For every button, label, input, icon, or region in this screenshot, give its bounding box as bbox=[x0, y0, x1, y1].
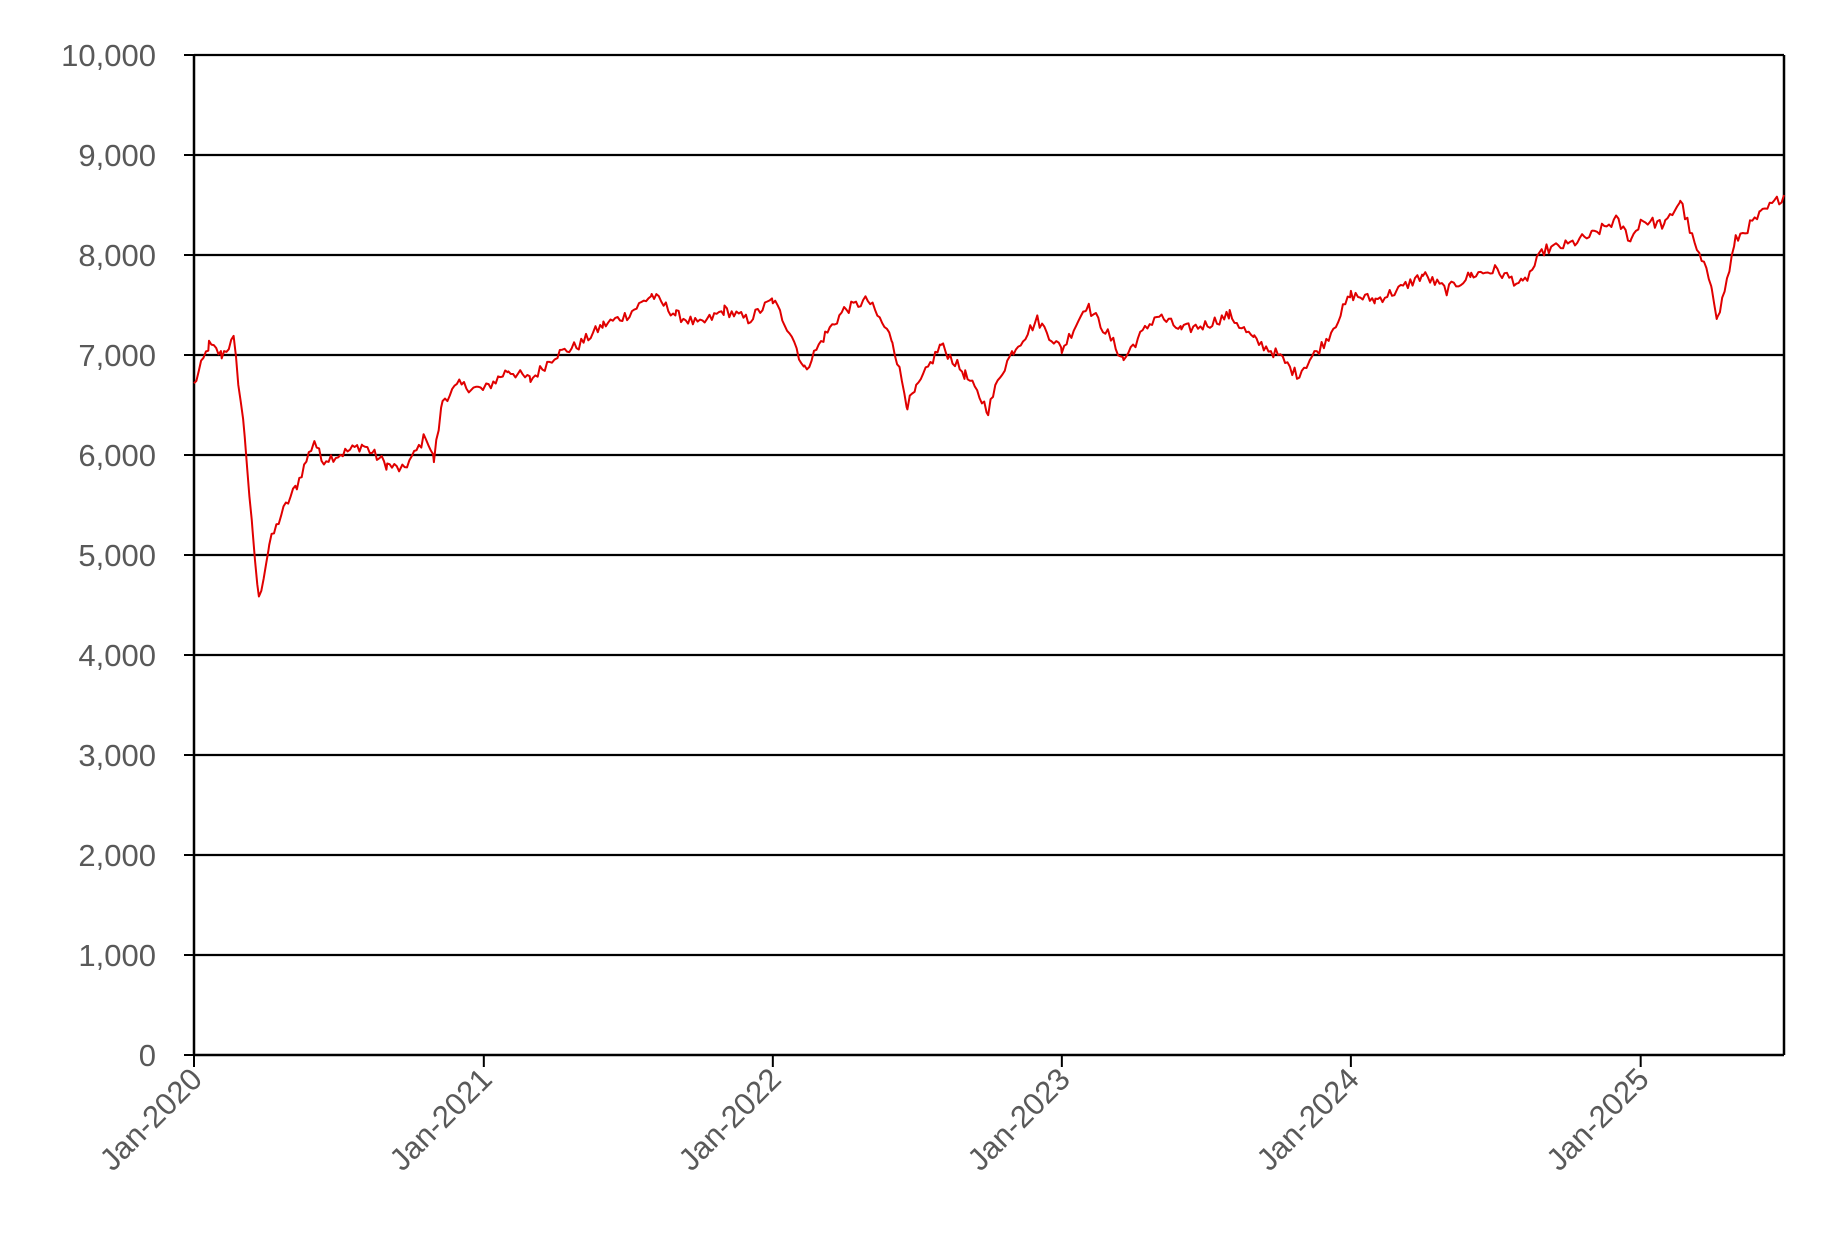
y-tick-label: 4,000 bbox=[78, 638, 156, 673]
y-tick-label: 10,000 bbox=[61, 38, 156, 73]
y-tick-label: 1,000 bbox=[78, 938, 156, 973]
y-tick-labels: 0 1,000 2,000 3,000 4,000 5,000 6,000 7,000 8,00… bbox=[61, 38, 156, 1073]
y-tick-label: 3,000 bbox=[78, 738, 156, 773]
series-line bbox=[193, 194, 1785, 598]
y-tick-label: 9,000 bbox=[78, 138, 156, 173]
y-tick-label: 2,000 bbox=[78, 838, 156, 873]
series-layer bbox=[193, 194, 1785, 598]
y-tick-label: 5,000 bbox=[78, 538, 156, 573]
y-tick-label: 7,000 bbox=[78, 338, 156, 373]
y-tick-label: 0 bbox=[139, 1038, 156, 1073]
axes bbox=[192, 55, 1786, 1067]
grid-lines bbox=[184, 53, 1784, 1056]
y-tick-label: 8,000 bbox=[78, 238, 156, 273]
y-tick-label: 6,000 bbox=[78, 438, 156, 473]
